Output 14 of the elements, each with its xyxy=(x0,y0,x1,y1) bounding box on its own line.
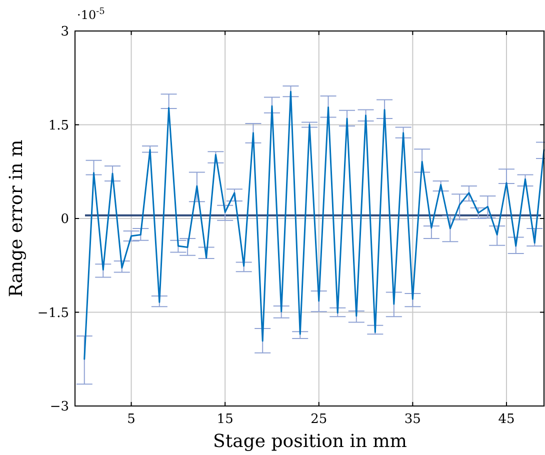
y-tick-label: 3 xyxy=(60,24,69,40)
x-tick-label: 25 xyxy=(310,412,328,427)
x-axis-title: Stage position in mm xyxy=(213,431,407,452)
x-tick-label: 35 xyxy=(404,412,421,427)
x-tick-label: 15 xyxy=(216,412,234,427)
x-tick-label: 5 xyxy=(127,412,136,427)
y-tick-label: −1.5 xyxy=(37,306,69,321)
y-tick-label: 0 xyxy=(60,212,69,227)
x-tick-label: 45 xyxy=(498,412,515,427)
y-tick-label: −3 xyxy=(50,400,69,414)
y-tick-label: 1.5 xyxy=(48,118,69,134)
text: ·10$^{-5}$ xyxy=(77,7,106,22)
y-axis-title: Range error in m xyxy=(6,140,27,298)
line-series xyxy=(84,90,545,360)
